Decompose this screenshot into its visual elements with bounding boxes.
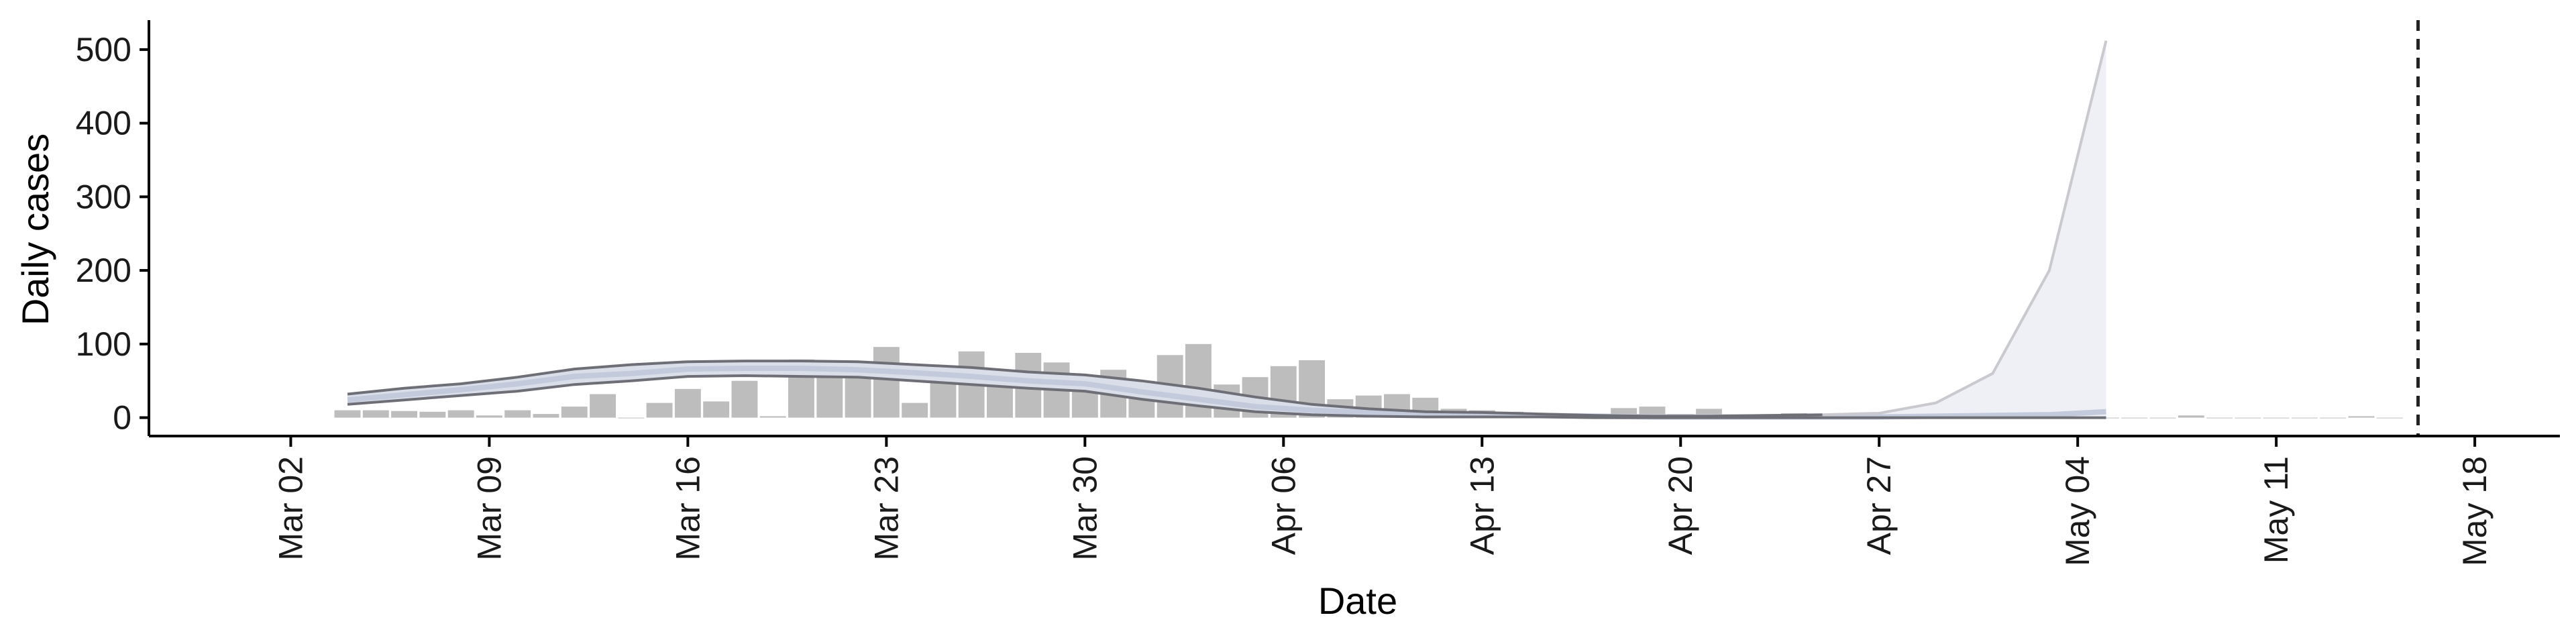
x-tick-label-2020-04-06: Apr 06 [1265, 456, 1302, 555]
y-tick-label-500: 500 [76, 31, 131, 68]
y-tick-label-400: 400 [76, 105, 131, 142]
x-tick-label-2020-03-30: Mar 30 [1066, 456, 1104, 561]
observed-bar-2020-03-19 [759, 416, 786, 418]
observed-bar-2020-05-07 [2149, 417, 2176, 419]
observed-bar-2020-03-11 [533, 414, 559, 418]
x-tick-label-2020-03-02: Mar 02 [272, 456, 309, 561]
y-tick-label-200: 200 [76, 252, 131, 289]
x-tick-label-2020-05-11: May 11 [2257, 456, 2295, 564]
observed-bar-2020-05-06 [2121, 417, 2148, 419]
observed-bar-2020-03-13 [590, 394, 616, 418]
observed-bar-2020-03-14 [618, 417, 645, 419]
observed-bar-2020-05-08 [2178, 415, 2204, 418]
observed-bar-2020-05-10 [2235, 417, 2261, 419]
x-axis-title: Date [1318, 580, 1397, 622]
axes-layer: 0 100 200 300 400 500 Mar 02 Mar 09 Mar 16 Mar 23… [76, 20, 2560, 566]
observed-bar-2020-03-23 [873, 347, 900, 418]
forecast-upper-line [1822, 40, 2108, 417]
observed-bar-2020-03-15 [646, 402, 673, 418]
x-tick-label-2020-04-27: Apr 27 [1860, 456, 1898, 555]
observed-bar-2020-05-13 [2320, 417, 2347, 419]
nowcast-lower-line [347, 374, 2106, 419]
y-tick-label-100: 100 [76, 325, 131, 363]
observed-bar-2020-05-11 [2263, 417, 2290, 419]
y-tick-label-300: 300 [76, 178, 131, 215]
nowcast-band [347, 40, 2108, 420]
observed-bar-2020-05-14 [2348, 416, 2375, 418]
observed-bar-2020-05-15 [2376, 417, 2403, 419]
observed-bar-2020-03-17 [703, 401, 730, 418]
observed-bar-2020-03-16 [674, 388, 701, 418]
observed-bar-2020-03-04 [334, 410, 361, 418]
observed-bar-2020-05-09 [2206, 417, 2233, 419]
observed-bar-2020-03-10 [504, 410, 531, 418]
observed-bar-2020-03-09 [476, 415, 502, 418]
label-layer: Date Daily cases [14, 133, 1397, 622]
nowcast-band-area [347, 40, 2106, 418]
x-tick-label-2020-03-23: Mar 23 [867, 456, 905, 561]
nowcast-upper-line [347, 360, 1823, 418]
y-tick-label-0: 0 [113, 399, 131, 437]
observed-bar-2020-03-12 [561, 407, 588, 418]
observed-bar-2020-03-08 [447, 410, 474, 418]
x-tick-label-2020-04-13: Apr 13 [1463, 456, 1501, 555]
observed-bar-2020-03-05 [362, 410, 389, 418]
observed-bar-2020-03-07 [419, 411, 446, 418]
observed-bar-2020-03-18 [731, 380, 758, 418]
observed-bar-2020-03-06 [391, 411, 417, 418]
x-tick-label-2020-05-18: May 18 [2456, 456, 2493, 566]
y-axis-title: Daily cases [14, 133, 56, 325]
observed-bar-2020-03-24 [902, 402, 928, 418]
x-tick-label-2020-05-04: May 04 [2059, 456, 2096, 566]
x-tick-label-2020-03-16: Mar 16 [669, 456, 706, 561]
x-tick-label-2020-04-20: Apr 20 [1662, 456, 1699, 555]
observed-bar-2020-05-12 [2292, 417, 2318, 419]
x-tick-label-2020-03-09: Mar 09 [470, 456, 508, 561]
